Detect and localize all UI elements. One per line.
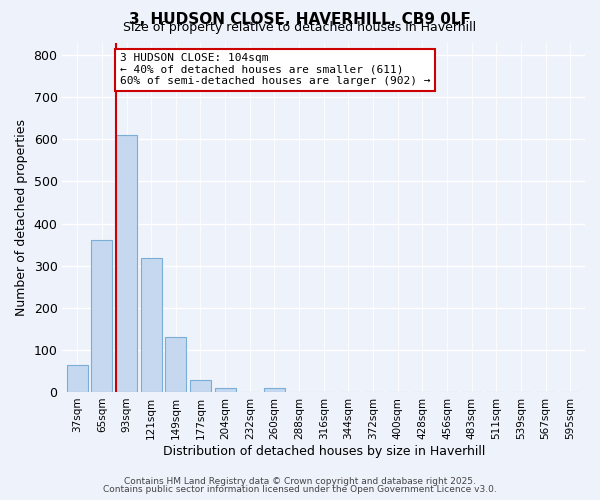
Text: Contains HM Land Registry data © Crown copyright and database right 2025.: Contains HM Land Registry data © Crown c… bbox=[124, 477, 476, 486]
Text: 3, HUDSON CLOSE, HAVERHILL, CB9 0LF: 3, HUDSON CLOSE, HAVERHILL, CB9 0LF bbox=[129, 12, 471, 26]
Bar bbox=[116, 135, 137, 392]
Bar bbox=[67, 366, 88, 392]
Bar bbox=[91, 240, 112, 392]
Text: Size of property relative to detached houses in Haverhill: Size of property relative to detached ho… bbox=[124, 22, 476, 35]
Y-axis label: Number of detached properties: Number of detached properties bbox=[15, 118, 28, 316]
Text: Contains public sector information licensed under the Open Government Licence v3: Contains public sector information licen… bbox=[103, 485, 497, 494]
Bar bbox=[215, 388, 236, 392]
Bar bbox=[264, 388, 285, 392]
Bar bbox=[190, 380, 211, 392]
Bar bbox=[166, 337, 186, 392]
Text: 3 HUDSON CLOSE: 104sqm
← 40% of detached houses are smaller (611)
60% of semi-de: 3 HUDSON CLOSE: 104sqm ← 40% of detached… bbox=[120, 53, 430, 86]
Bar bbox=[140, 258, 161, 392]
X-axis label: Distribution of detached houses by size in Haverhill: Distribution of detached houses by size … bbox=[163, 444, 485, 458]
